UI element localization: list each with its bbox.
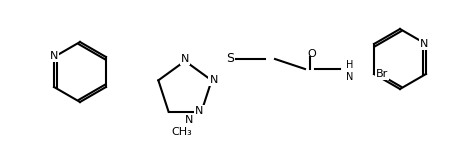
Text: N: N <box>50 51 58 61</box>
Text: Br: Br <box>376 69 388 79</box>
Text: N: N <box>210 75 218 85</box>
Text: N: N <box>185 115 194 125</box>
Text: S: S <box>226 53 234 66</box>
Text: N: N <box>195 106 204 116</box>
Text: N: N <box>181 54 189 64</box>
Text: N: N <box>420 39 428 49</box>
Text: H
N: H N <box>346 60 354 82</box>
Text: O: O <box>308 49 316 59</box>
Text: CH₃: CH₃ <box>171 127 192 137</box>
